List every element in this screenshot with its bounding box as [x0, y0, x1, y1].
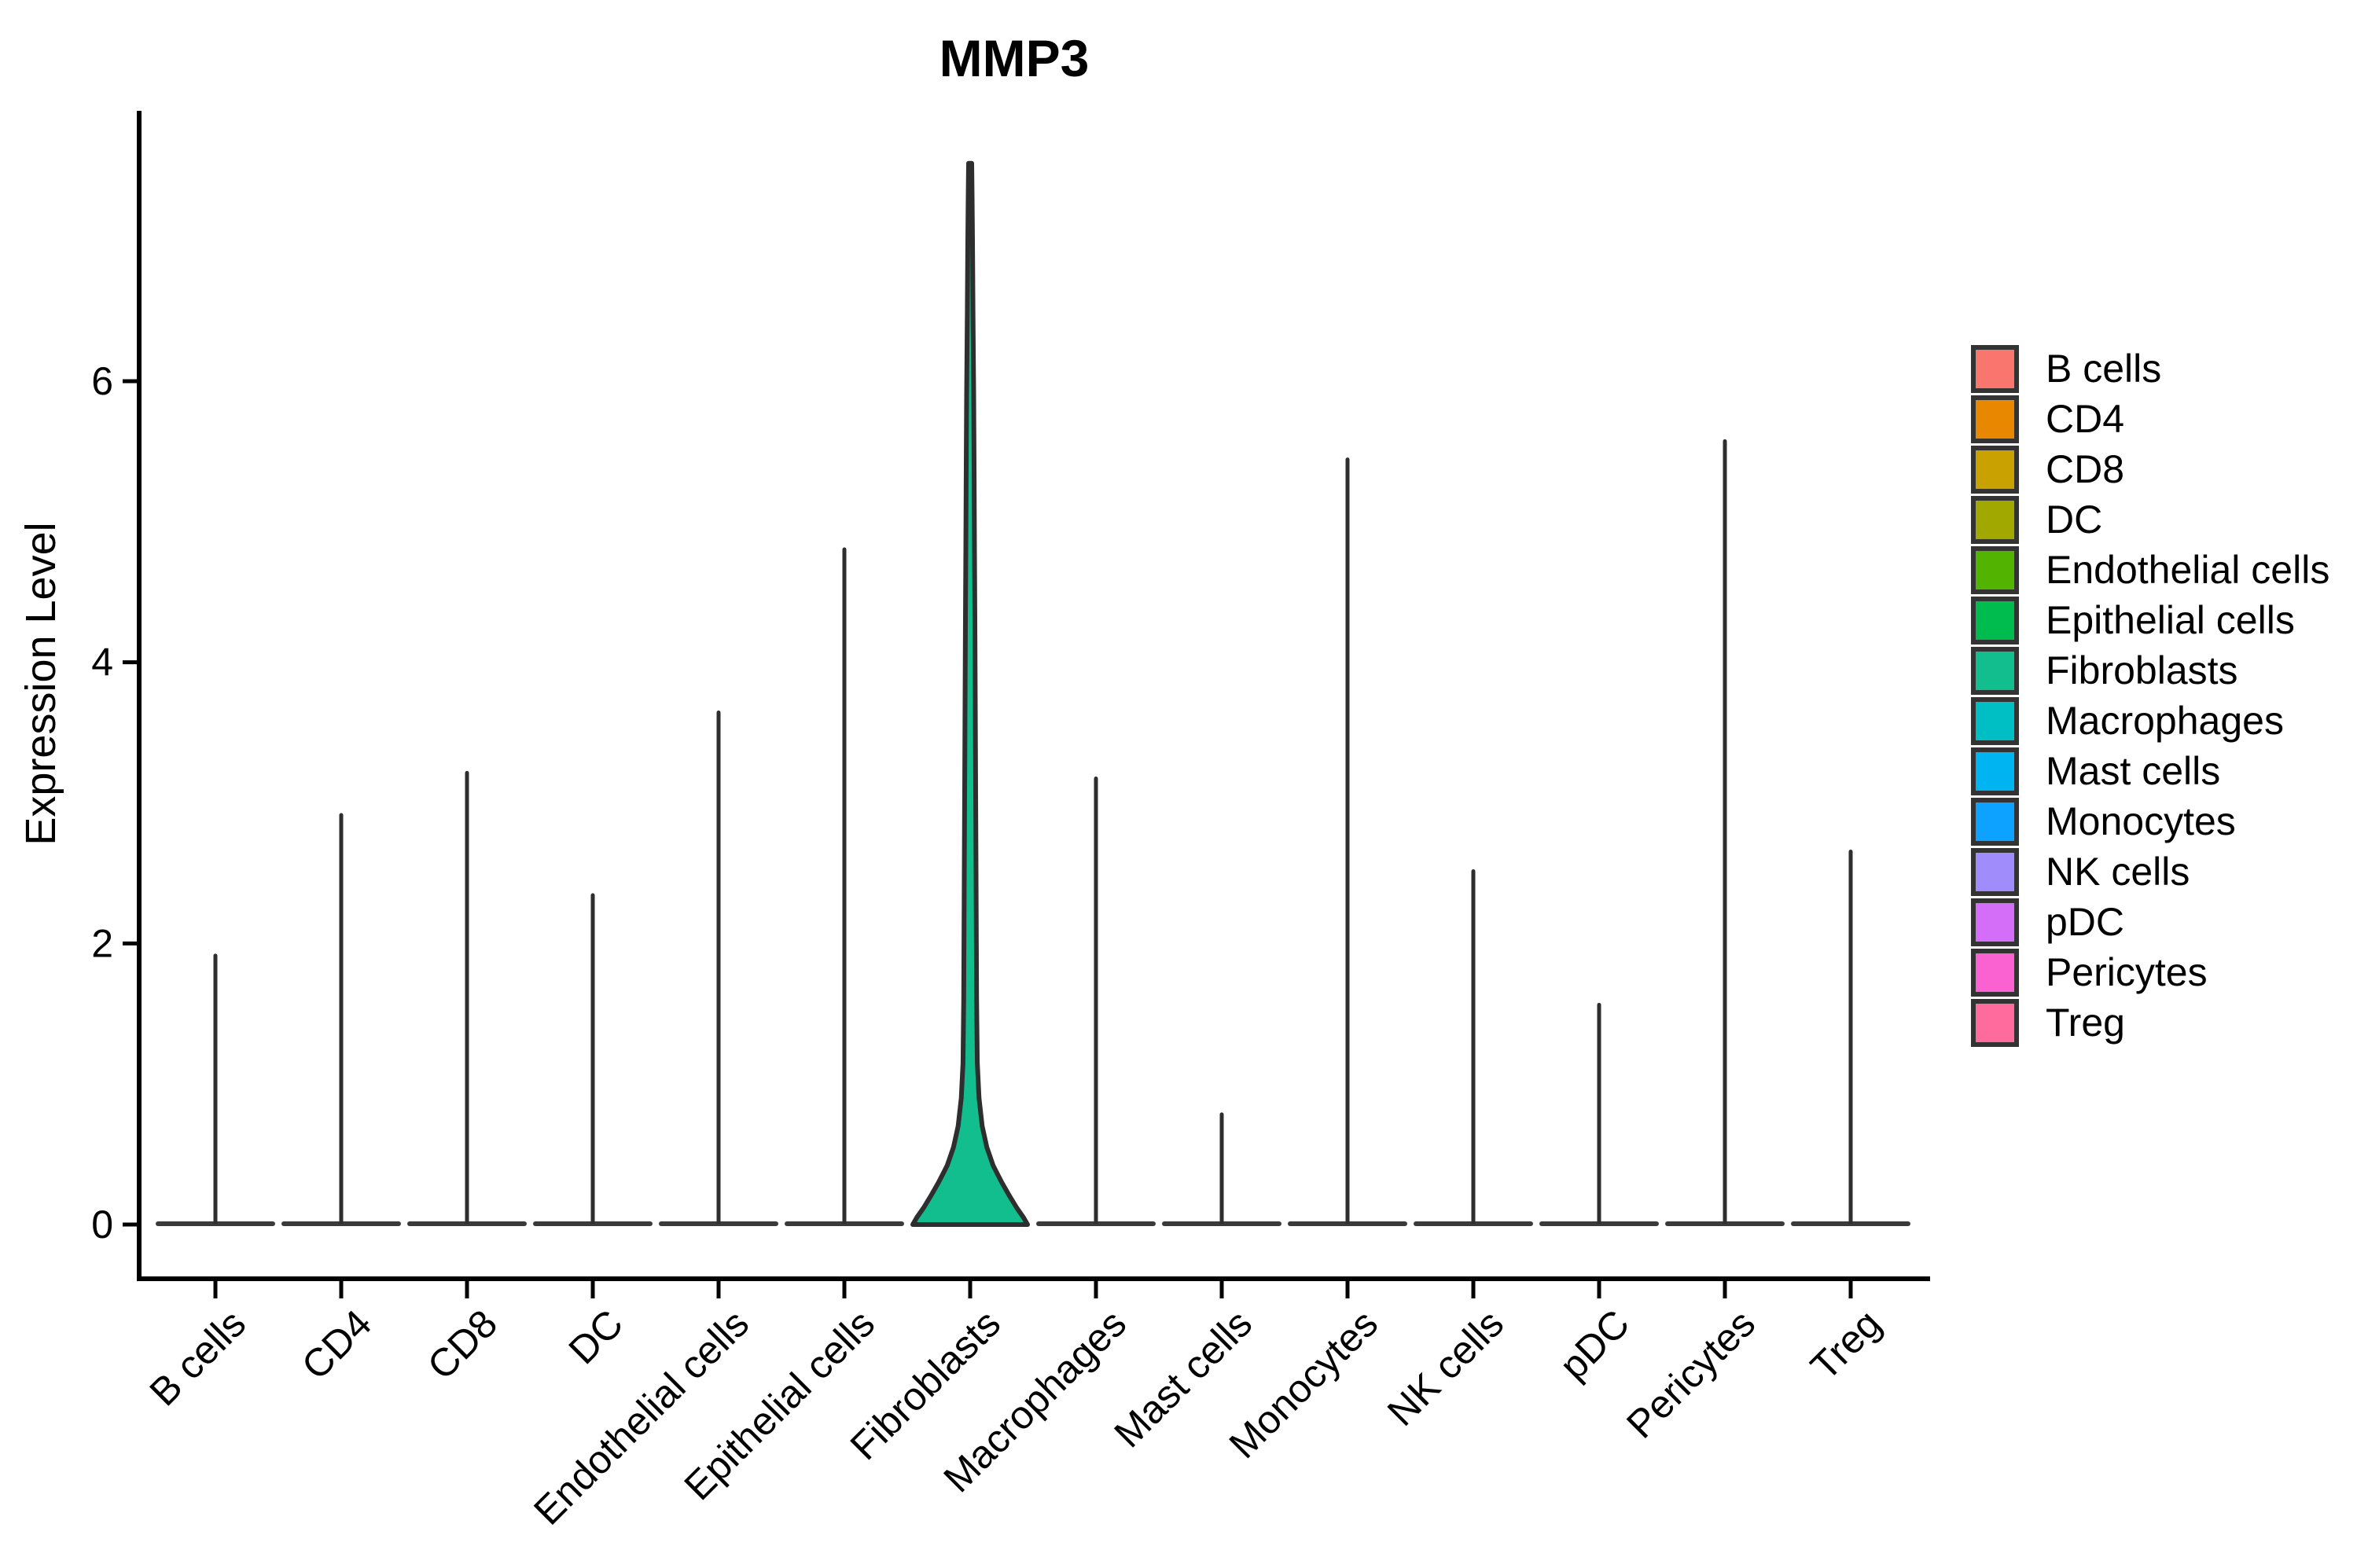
legend-item: NK cells — [1971, 848, 2329, 896]
legend-item-label: Macrophages — [2046, 699, 2284, 743]
legend-item-label: Monocytes — [2046, 799, 2236, 843]
legend-item-label: pDC — [2046, 900, 2125, 944]
legend-swatch — [1971, 546, 2019, 594]
legend-item: Pericytes — [1971, 949, 2329, 997]
legend-item-label: DC — [2046, 498, 2103, 542]
legend-item: Epithelial cells — [1971, 597, 2329, 644]
legend-swatch — [1971, 647, 2019, 695]
legend-item: Fibroblasts — [1971, 647, 2329, 695]
legend-item: CD4 — [1971, 395, 2329, 443]
y-tick-label: 2 — [91, 921, 113, 965]
legend-item: Treg — [1971, 999, 2329, 1047]
legend-swatch — [1971, 848, 2019, 896]
legend-swatch — [1971, 395, 2019, 443]
x-tick-label: Endothelial cells — [525, 1302, 757, 1533]
x-tick-label: B cells — [142, 1302, 255, 1415]
legend-item: B cells — [1971, 345, 2329, 393]
plot-title: MMP3 — [939, 29, 1090, 87]
legend-item-label: B cells — [2046, 347, 2162, 391]
legend-item: Endothelial cells — [1971, 546, 2329, 594]
x-tick-label: pDC — [1551, 1302, 1638, 1388]
legend-item-label: Mast cells — [2046, 749, 2221, 793]
legend-swatch — [1971, 949, 2019, 997]
legend-item-label: Treg — [2046, 1001, 2125, 1045]
legend-swatch — [1971, 446, 2019, 494]
x-tick-label: NK cells — [1379, 1302, 1512, 1434]
legend-item-label: NK cells — [2046, 850, 2190, 894]
x-tick-label: Pericytes — [1618, 1302, 1763, 1447]
legend-swatch — [1971, 697, 2019, 745]
legend-swatch — [1971, 999, 2019, 1047]
legend-swatch — [1971, 496, 2019, 544]
violin-fibroblasts — [910, 160, 1030, 1227]
legend-swatch — [1971, 898, 2019, 946]
y-tick-label: 6 — [91, 359, 113, 403]
legend-item-label: Epithelial cells — [2046, 598, 2295, 642]
legend-item-label: CD8 — [2046, 447, 2125, 491]
legend-swatch — [1971, 798, 2019, 846]
x-tick-label: Treg — [1802, 1302, 1889, 1389]
legend-item-label: Fibroblasts — [2046, 648, 2238, 692]
legend-item: DC — [1971, 496, 2329, 544]
legend-swatch — [1971, 747, 2019, 795]
legend-item: pDC — [1971, 898, 2329, 946]
legend: B cells CD4 CD8 DC Endothelial cells Epitheli… — [1971, 345, 2329, 1047]
legend-item: Macrophages — [1971, 697, 2329, 745]
legend-item-label: Endothelial cells — [2046, 548, 2330, 592]
y-tick-label: 0 — [91, 1203, 113, 1247]
legend-item: CD8 — [1971, 446, 2329, 494]
x-tick-label: CD8 — [419, 1302, 506, 1388]
legend-item-label: Pericytes — [2046, 950, 2208, 994]
legend-item-label: CD4 — [2046, 397, 2125, 441]
x-tick-label: CD4 — [293, 1302, 380, 1388]
legend-swatch — [1971, 345, 2019, 393]
legend-item: Monocytes — [1971, 798, 2329, 846]
legend-item: Mast cells — [1971, 747, 2329, 795]
legend-swatch — [1971, 597, 2019, 644]
x-tick-label: DC — [561, 1302, 632, 1373]
y-tick-label: 4 — [91, 641, 113, 685]
